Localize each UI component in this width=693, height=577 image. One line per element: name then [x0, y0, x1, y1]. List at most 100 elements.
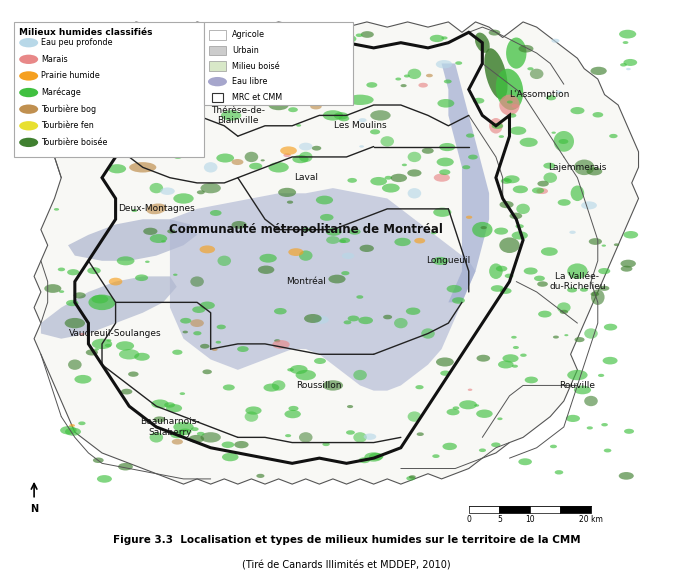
Ellipse shape	[407, 170, 421, 177]
Ellipse shape	[272, 340, 290, 349]
Ellipse shape	[173, 350, 182, 355]
Ellipse shape	[186, 39, 203, 47]
Ellipse shape	[224, 83, 236, 89]
Ellipse shape	[401, 84, 407, 87]
Ellipse shape	[511, 104, 519, 108]
Bar	[530, 507, 561, 512]
Ellipse shape	[536, 188, 548, 194]
Ellipse shape	[334, 112, 349, 119]
Ellipse shape	[151, 399, 168, 409]
Ellipse shape	[395, 77, 401, 81]
Ellipse shape	[609, 134, 617, 138]
Ellipse shape	[188, 435, 204, 443]
Ellipse shape	[268, 162, 289, 173]
Text: Milieu boisé: Milieu boisé	[232, 62, 280, 70]
Ellipse shape	[86, 349, 98, 355]
Ellipse shape	[402, 164, 407, 166]
Text: 0: 0	[466, 515, 471, 524]
Ellipse shape	[406, 476, 415, 481]
Ellipse shape	[587, 426, 593, 429]
Ellipse shape	[564, 334, 568, 336]
Ellipse shape	[68, 100, 82, 110]
Text: Prairie humide: Prairie humide	[41, 72, 100, 80]
Ellipse shape	[285, 434, 291, 437]
Ellipse shape	[258, 265, 274, 274]
Ellipse shape	[499, 135, 504, 138]
Ellipse shape	[288, 48, 304, 57]
Ellipse shape	[414, 238, 426, 243]
Ellipse shape	[274, 308, 287, 314]
Text: L'Assomption: L'Assomption	[509, 90, 570, 99]
Text: Urbain: Urbain	[232, 46, 259, 55]
Ellipse shape	[200, 302, 215, 309]
Ellipse shape	[179, 392, 185, 395]
Ellipse shape	[66, 300, 78, 306]
Ellipse shape	[175, 50, 191, 58]
Ellipse shape	[433, 208, 451, 217]
Ellipse shape	[98, 69, 119, 79]
Ellipse shape	[107, 339, 112, 342]
Ellipse shape	[74, 375, 91, 384]
Text: Longueuil: Longueuil	[426, 256, 471, 265]
Ellipse shape	[143, 228, 157, 235]
Ellipse shape	[624, 429, 634, 434]
Ellipse shape	[283, 153, 291, 157]
Ellipse shape	[107, 91, 113, 94]
Ellipse shape	[150, 432, 163, 443]
Ellipse shape	[173, 155, 182, 159]
Ellipse shape	[139, 97, 173, 113]
Ellipse shape	[530, 69, 543, 79]
Ellipse shape	[419, 83, 428, 88]
Ellipse shape	[431, 231, 437, 234]
Ellipse shape	[590, 292, 599, 296]
Ellipse shape	[129, 162, 157, 173]
Text: Vaudreuil-Soulanges: Vaudreuil-Soulanges	[69, 329, 162, 338]
Ellipse shape	[439, 143, 455, 151]
Ellipse shape	[513, 346, 519, 349]
Text: MRC et CMM: MRC et CMM	[232, 93, 283, 102]
Ellipse shape	[79, 333, 85, 336]
Ellipse shape	[360, 245, 374, 252]
Ellipse shape	[620, 63, 627, 66]
Ellipse shape	[394, 238, 411, 246]
Ellipse shape	[292, 155, 308, 163]
Ellipse shape	[173, 193, 194, 204]
Ellipse shape	[383, 314, 392, 319]
Ellipse shape	[164, 402, 175, 408]
Ellipse shape	[441, 36, 448, 40]
Ellipse shape	[132, 131, 153, 141]
Ellipse shape	[453, 406, 459, 410]
Ellipse shape	[278, 188, 296, 197]
Ellipse shape	[150, 234, 167, 243]
Ellipse shape	[163, 121, 191, 131]
Ellipse shape	[313, 316, 329, 324]
Ellipse shape	[466, 216, 473, 219]
Text: Rouville: Rouville	[559, 381, 595, 390]
Ellipse shape	[208, 77, 227, 87]
Text: Eau libre: Eau libre	[232, 77, 267, 86]
Ellipse shape	[359, 145, 364, 148]
Bar	[209, 46, 227, 55]
Ellipse shape	[590, 67, 607, 75]
Ellipse shape	[119, 349, 139, 359]
Ellipse shape	[473, 98, 484, 104]
Ellipse shape	[234, 441, 249, 448]
Ellipse shape	[498, 417, 502, 420]
Ellipse shape	[382, 183, 400, 193]
Ellipse shape	[158, 66, 175, 74]
Text: Tourbière fen: Tourbière fen	[41, 121, 94, 130]
Ellipse shape	[67, 269, 79, 275]
Ellipse shape	[322, 443, 330, 446]
Ellipse shape	[385, 176, 392, 179]
Ellipse shape	[479, 448, 486, 452]
Ellipse shape	[261, 159, 265, 162]
Ellipse shape	[502, 354, 518, 362]
Ellipse shape	[602, 245, 606, 247]
Ellipse shape	[520, 138, 538, 147]
Ellipse shape	[128, 372, 139, 377]
Ellipse shape	[268, 100, 289, 110]
Ellipse shape	[320, 214, 333, 221]
Ellipse shape	[559, 139, 568, 144]
Ellipse shape	[589, 238, 602, 245]
Ellipse shape	[146, 204, 166, 214]
